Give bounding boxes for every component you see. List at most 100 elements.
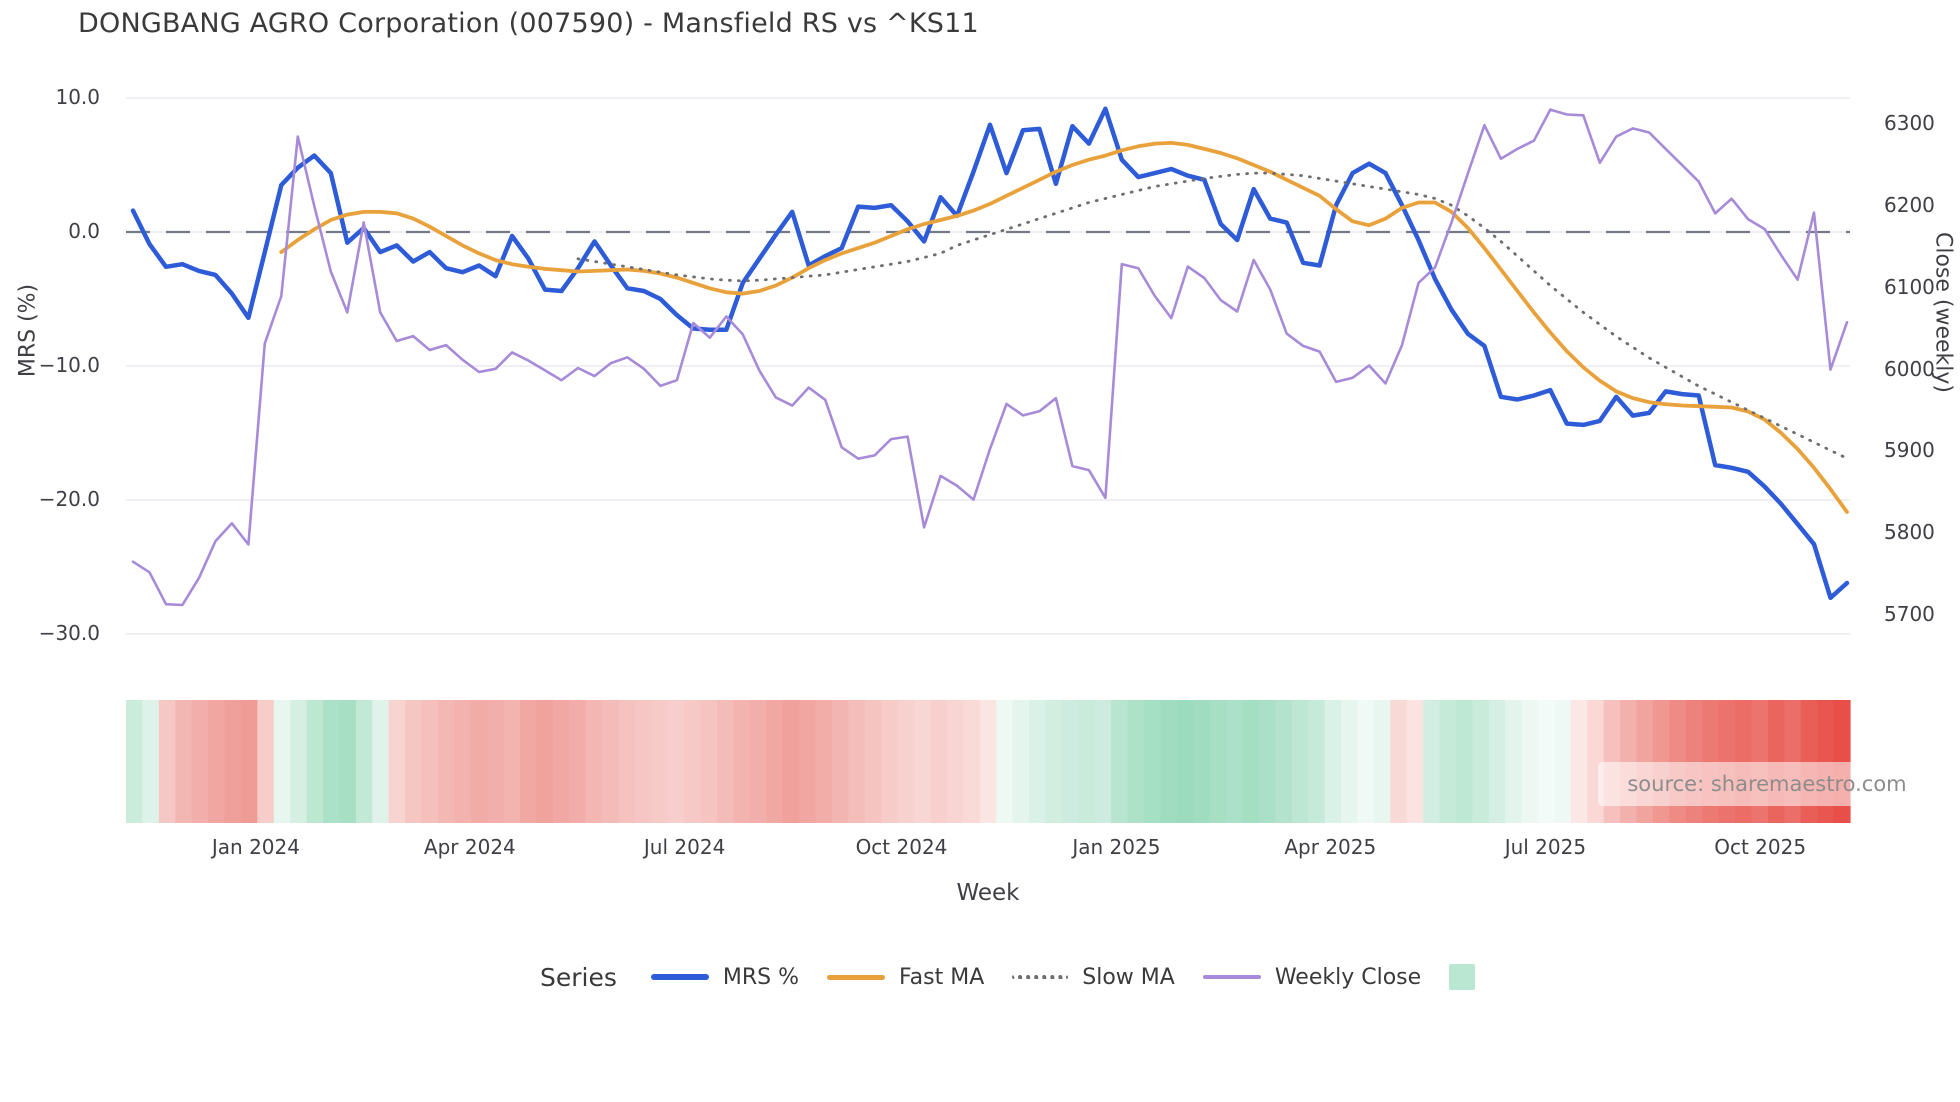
legend-item-label: Weekly Close xyxy=(1274,964,1422,990)
heatmap-cell xyxy=(1176,700,1194,823)
right-y-tick-label: 6000 xyxy=(1884,356,1935,381)
x-tick-label: Jan 2024 xyxy=(211,835,300,859)
heatmap-cell xyxy=(1538,700,1556,823)
right-y-tick-label: 6300 xyxy=(1884,111,1935,136)
heatmap-cell xyxy=(454,700,472,823)
legend-item-mrs: MRS % xyxy=(650,964,800,990)
heatmap-cell xyxy=(766,700,784,823)
heatmap-cell xyxy=(1242,700,1260,823)
x-tick-label: Jul 2025 xyxy=(1504,835,1587,859)
heatmap-cell xyxy=(1455,700,1473,823)
heatmap-cell xyxy=(717,700,735,823)
heatmap-cell xyxy=(273,700,291,823)
heatmap-cell xyxy=(405,700,423,823)
heatmap-cell xyxy=(782,700,800,823)
heatmap-cell xyxy=(158,700,176,823)
heatmap-cell xyxy=(700,700,718,823)
heatmap-cell xyxy=(979,700,997,823)
heatmap-cell xyxy=(864,700,882,823)
legend-item-slow-ma: Slow MA xyxy=(1012,965,1175,990)
heatmap-cell xyxy=(815,700,833,823)
heatmap-cell xyxy=(224,700,242,823)
heatmap-cell xyxy=(1160,700,1178,823)
heatmap-cell xyxy=(290,700,308,823)
source-watermark: source: sharemaestro.com xyxy=(1598,762,1936,806)
left-y-tick-label: 10.0 xyxy=(55,85,100,110)
source-text: source: sharemaestro.com xyxy=(1627,772,1907,796)
heatmap-cell xyxy=(1012,700,1030,823)
heatmap-cell xyxy=(1143,700,1161,823)
heatmap-cell xyxy=(421,700,439,823)
x-axis-label: Week xyxy=(956,880,1020,906)
left-y-tick-label: −20.0 xyxy=(38,486,100,511)
legend-title: Series xyxy=(540,962,617,992)
heatmap-cell xyxy=(1406,700,1424,823)
heatmap-cell xyxy=(1193,700,1211,823)
legend-item-label: Fast MA xyxy=(899,964,985,990)
heatmap-cell xyxy=(437,700,455,823)
heatmap-cell xyxy=(1488,700,1506,823)
legend-item-label: MRS % xyxy=(722,964,800,990)
heatmap-cell xyxy=(487,700,505,823)
heatmap-cell xyxy=(1078,700,1096,823)
heatmap-cell xyxy=(585,700,603,823)
heatmap-cell xyxy=(1357,700,1375,823)
heatmap-cell xyxy=(1324,700,1342,823)
x-tick-label: Apr 2024 xyxy=(423,835,516,859)
left-axis-label: MRS (%) xyxy=(15,283,41,378)
heatmap-cell xyxy=(881,700,899,823)
heatmap-cell xyxy=(1111,700,1129,823)
heatmap-cell xyxy=(667,700,685,823)
x-tick-label: Jul 2024 xyxy=(643,835,726,859)
series-line-fast-ma xyxy=(279,140,1849,514)
right-axis-label: Close (weekly) xyxy=(1930,231,1956,394)
heatmap-cell xyxy=(1029,700,1047,823)
heatmap-cell xyxy=(1258,700,1276,823)
heatmap-cell xyxy=(914,700,932,823)
heatmap-cell xyxy=(191,700,209,823)
series-line-mrs- xyxy=(130,106,1850,601)
heatmap-cell xyxy=(963,700,981,823)
heatmap-cell xyxy=(552,700,570,823)
heatmap-cell xyxy=(1061,700,1079,823)
heatmap-cell xyxy=(897,700,915,823)
legend-item-label: Slow MA xyxy=(1082,964,1175,990)
heatmap-cell xyxy=(1127,700,1145,823)
heatmap-cell xyxy=(323,700,341,823)
heatmap-cell xyxy=(1390,700,1408,823)
heatmap-cell xyxy=(306,700,324,823)
heatmap-cell xyxy=(651,700,669,823)
heatmap-cell xyxy=(1308,700,1326,823)
heatmap-cell xyxy=(684,700,702,823)
heatmap-cell xyxy=(1226,700,1244,823)
heatmap-cell xyxy=(1423,700,1441,823)
heatmap-cell xyxy=(520,700,538,823)
heatmap-legend-patch-icon xyxy=(1449,964,1476,990)
heatmap-cell xyxy=(996,700,1014,823)
heatmap-cell xyxy=(503,700,521,823)
legend-item-fast-ma: Fast MA xyxy=(827,965,984,990)
mrs-line-swatch-icon xyxy=(650,974,709,980)
right-y-tick-label: 6100 xyxy=(1884,274,1935,299)
heatmap-cell xyxy=(848,700,866,823)
weekly-close-line-swatch-icon xyxy=(1202,975,1261,979)
left-y-tick-label: 0.0 xyxy=(68,219,100,243)
right-y-tick-label: 5700 xyxy=(1884,601,1935,626)
x-tick-label: Oct 2024 xyxy=(855,835,948,859)
chart-title: DONGBANG AGRO Corporation (007590) - Man… xyxy=(78,8,979,39)
right-y-tick-label: 6200 xyxy=(1884,193,1935,218)
legend: Series MRS % Fast MA Slow MA Weekly Clos… xyxy=(540,952,1476,1002)
legend-item-weekly-close: Weekly Close xyxy=(1202,964,1422,990)
heatmap-cell xyxy=(634,700,653,823)
heatmap-cell xyxy=(1291,700,1309,823)
left-y-tick-label: −30.0 xyxy=(38,620,100,645)
heatmap-cell xyxy=(208,700,226,823)
heatmap-cell xyxy=(1505,700,1523,823)
heatmap-cell xyxy=(946,700,964,823)
heatmap-cell xyxy=(1439,700,1457,823)
heatmap-cell xyxy=(339,700,357,823)
x-tick-label: Apr 2025 xyxy=(1284,835,1377,859)
heatmap-cell xyxy=(175,700,193,823)
